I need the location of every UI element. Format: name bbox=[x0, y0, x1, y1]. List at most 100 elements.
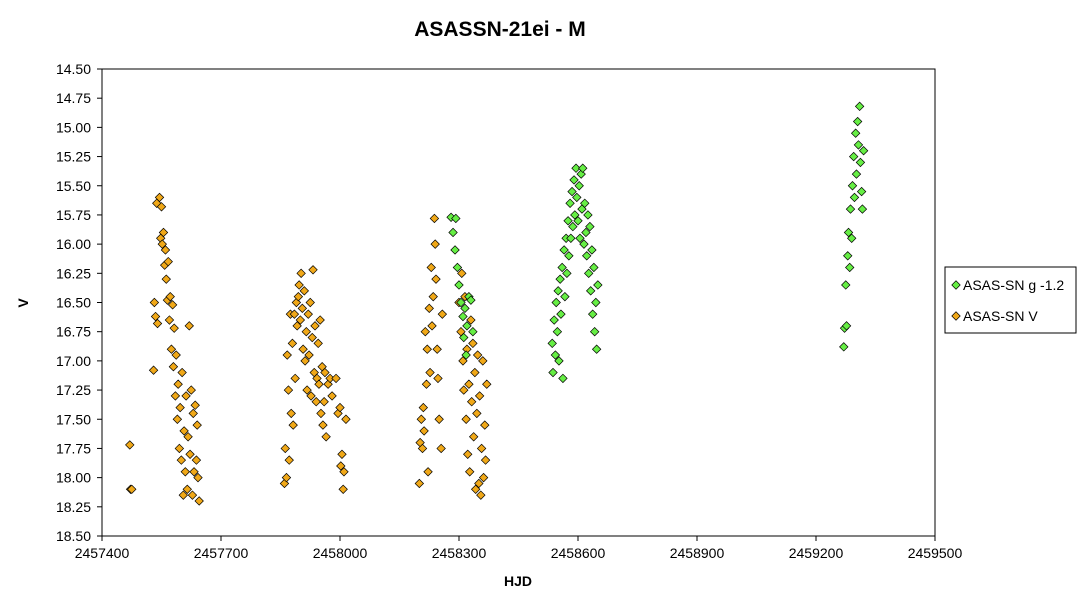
legend-marker-orange-diamond bbox=[951, 311, 961, 321]
data-point-v bbox=[149, 297, 160, 308]
data-point-g bbox=[575, 233, 585, 243]
data-point-g bbox=[569, 175, 579, 185]
data-point-g bbox=[558, 373, 568, 384]
data-point-v bbox=[321, 432, 331, 442]
data-point-v bbox=[470, 367, 480, 378]
y-tick-label: 14.50 bbox=[56, 61, 91, 77]
data-point-g bbox=[579, 239, 589, 249]
y-tick-label: 14.75 bbox=[56, 90, 91, 106]
data-point-v bbox=[468, 432, 479, 442]
data-point-g bbox=[448, 227, 458, 238]
data-point-v bbox=[468, 338, 478, 349]
data-point-g bbox=[573, 216, 583, 226]
data-point-g bbox=[589, 326, 600, 337]
data-point-v bbox=[170, 391, 181, 401]
data-point-v bbox=[297, 303, 308, 314]
data-point-v bbox=[295, 315, 306, 325]
data-point-v bbox=[482, 379, 492, 389]
data-point-v bbox=[416, 414, 427, 424]
data-point-g bbox=[462, 321, 472, 331]
data-point-g bbox=[580, 198, 590, 208]
data-point-v bbox=[150, 311, 161, 322]
x-tick-label: 2457400 bbox=[75, 545, 130, 561]
data-point-v bbox=[172, 414, 183, 424]
data-point-v bbox=[420, 326, 430, 337]
data-point-v bbox=[177, 367, 187, 378]
data-point-g bbox=[572, 192, 582, 203]
data-point-v bbox=[418, 402, 428, 413]
data-point-g bbox=[587, 309, 598, 319]
data-point-v bbox=[161, 274, 171, 284]
data-point-g bbox=[843, 251, 853, 261]
data-point-v bbox=[320, 367, 330, 378]
data-point-g bbox=[858, 146, 869, 156]
data-point-v bbox=[417, 443, 428, 454]
data-point-v bbox=[188, 408, 198, 419]
data-point-v bbox=[432, 344, 442, 354]
data-point-v bbox=[480, 455, 491, 465]
data-point-v bbox=[466, 315, 476, 325]
data-point-v bbox=[293, 291, 304, 302]
data-point-v bbox=[315, 315, 325, 325]
data-point-v bbox=[178, 490, 189, 500]
data-point-g bbox=[591, 344, 602, 354]
data-point-g bbox=[839, 342, 849, 352]
y-tick-label: 17.50 bbox=[56, 411, 91, 427]
data-point-v bbox=[284, 455, 294, 465]
data-point-g bbox=[458, 311, 468, 322]
data-point-v bbox=[472, 408, 482, 419]
data-point-v bbox=[425, 367, 435, 378]
data-point-g bbox=[578, 163, 588, 173]
data-point-v bbox=[283, 385, 294, 395]
y-tick-label: 15.25 bbox=[56, 149, 91, 165]
data-point-v bbox=[314, 379, 324, 389]
data-point-g bbox=[466, 295, 476, 305]
y-axis-title: V bbox=[15, 298, 31, 308]
data-point-v bbox=[476, 443, 487, 454]
data-point-v bbox=[300, 356, 310, 366]
data-point-g bbox=[585, 286, 596, 296]
data-point-g bbox=[564, 251, 574, 261]
data-point-g bbox=[551, 297, 561, 308]
y-tick-label: 16.50 bbox=[56, 295, 91, 311]
data-point-v bbox=[310, 321, 320, 331]
data-point-v bbox=[427, 321, 437, 331]
data-point-g bbox=[568, 221, 578, 232]
data-point-v bbox=[433, 373, 443, 384]
data-point-g bbox=[563, 216, 573, 226]
data-point-g bbox=[557, 262, 567, 273]
data-point-v bbox=[182, 484, 192, 494]
x-tick-label: 2458600 bbox=[551, 545, 606, 561]
data-point-g bbox=[451, 213, 461, 224]
legend-marker-green-diamond bbox=[951, 280, 961, 290]
data-point-v bbox=[327, 391, 337, 401]
data-point-v bbox=[176, 455, 187, 465]
data-point-v bbox=[291, 297, 302, 308]
data-point-v bbox=[160, 245, 171, 255]
data-point-g bbox=[856, 186, 867, 197]
data-points bbox=[125, 101, 869, 506]
data-point-v bbox=[459, 385, 469, 395]
data-point-g bbox=[852, 116, 863, 127]
data-point-v bbox=[335, 402, 345, 413]
data-point-g bbox=[587, 245, 597, 255]
data-point-v bbox=[154, 192, 165, 203]
y-tick-label: 16.25 bbox=[56, 265, 91, 281]
y-axis: 14.50 14.75 15.00 15.25 15.50 15.75 16.00 16.25… bbox=[56, 61, 102, 544]
y-tick-label: 18.00 bbox=[56, 470, 91, 486]
data-point-v bbox=[294, 280, 304, 290]
data-point-v bbox=[175, 402, 185, 413]
data-point-v bbox=[290, 373, 300, 384]
data-point-v bbox=[426, 262, 436, 273]
data-point-v bbox=[168, 362, 179, 372]
data-point-g bbox=[854, 101, 865, 112]
data-point-v bbox=[470, 484, 481, 494]
data-point-g bbox=[456, 297, 466, 308]
y-tick-label: 16.00 bbox=[56, 236, 91, 252]
data-point-v bbox=[338, 484, 348, 494]
data-point-v bbox=[307, 332, 317, 343]
data-point-v bbox=[337, 449, 347, 459]
data-point-v bbox=[164, 315, 175, 325]
data-point-g bbox=[548, 367, 558, 378]
data-point-g bbox=[850, 128, 861, 138]
